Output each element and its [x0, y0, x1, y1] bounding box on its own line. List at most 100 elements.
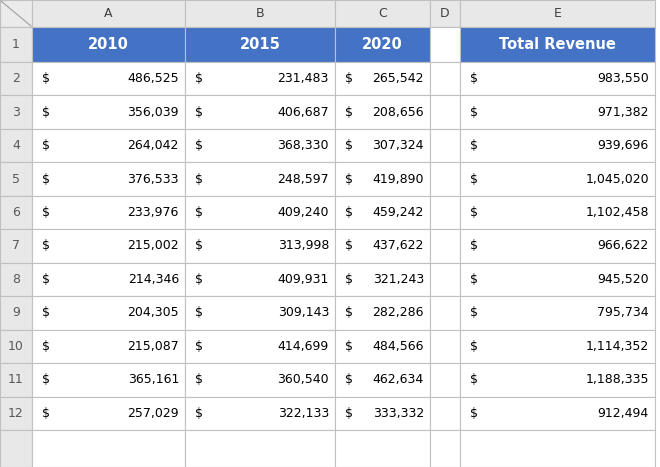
Bar	[460, 296, 655, 330]
Bar	[32, 27, 185, 62]
Bar	[460, 0, 655, 27]
Bar	[430, 229, 460, 263]
Bar	[460, 129, 655, 163]
Bar	[335, 0, 430, 27]
Text: 12: 12	[8, 407, 24, 420]
Text: 459,242: 459,242	[373, 206, 424, 219]
Bar	[32, 0, 185, 27]
Bar	[185, 0, 335, 27]
Text: $: $	[345, 72, 353, 85]
Text: $: $	[470, 139, 478, 152]
Text: $: $	[470, 173, 478, 185]
Text: 409,240: 409,240	[277, 206, 329, 219]
Bar	[0, 62, 32, 95]
Text: $: $	[345, 340, 353, 353]
Bar	[460, 430, 655, 467]
Bar	[32, 263, 185, 296]
Text: $: $	[195, 407, 203, 420]
Text: 966,622: 966,622	[598, 240, 649, 253]
Text: 282,286: 282,286	[372, 306, 424, 319]
Bar	[335, 263, 430, 296]
Text: 321,243: 321,243	[373, 273, 424, 286]
Bar	[430, 0, 460, 27]
Bar	[430, 27, 460, 62]
Text: 437,622: 437,622	[373, 240, 424, 253]
Text: $: $	[345, 273, 353, 286]
Text: 360,540: 360,540	[277, 373, 329, 386]
Text: $: $	[195, 340, 203, 353]
Text: 9: 9	[12, 306, 20, 319]
Bar	[430, 296, 460, 330]
Text: $: $	[195, 306, 203, 319]
Bar	[185, 263, 335, 296]
Text: $: $	[470, 240, 478, 253]
Text: 2: 2	[12, 72, 20, 85]
Text: $: $	[42, 273, 50, 286]
Bar	[32, 396, 185, 430]
Text: $: $	[345, 206, 353, 219]
Text: 5: 5	[12, 173, 20, 185]
Bar	[335, 296, 430, 330]
Text: $: $	[195, 139, 203, 152]
Text: A: A	[104, 7, 113, 20]
Text: 307,324: 307,324	[372, 139, 424, 152]
Text: $: $	[345, 407, 353, 420]
Bar	[430, 363, 460, 396]
Bar	[460, 196, 655, 229]
Text: 265,542: 265,542	[372, 72, 424, 85]
Bar	[185, 95, 335, 129]
Text: 6: 6	[12, 206, 20, 219]
Bar	[185, 129, 335, 163]
Text: $: $	[42, 139, 50, 152]
Text: 309,143: 309,143	[278, 306, 329, 319]
Bar	[185, 196, 335, 229]
Text: $: $	[42, 72, 50, 85]
Text: $: $	[195, 173, 203, 185]
Text: 945,520: 945,520	[597, 273, 649, 286]
Bar	[32, 296, 185, 330]
Text: 409,931: 409,931	[278, 273, 329, 286]
Text: $: $	[195, 106, 203, 119]
Bar	[32, 330, 185, 363]
Text: 971,382: 971,382	[597, 106, 649, 119]
Bar	[430, 95, 460, 129]
Text: C: C	[378, 7, 387, 20]
Bar	[430, 430, 460, 467]
Bar	[335, 129, 430, 163]
Bar	[32, 95, 185, 129]
Bar	[185, 296, 335, 330]
Bar	[335, 363, 430, 396]
Bar	[32, 229, 185, 263]
Text: $: $	[470, 106, 478, 119]
Bar	[430, 163, 460, 196]
Text: $: $	[345, 306, 353, 319]
Bar	[32, 196, 185, 229]
Bar	[430, 62, 460, 95]
Bar	[185, 163, 335, 196]
Text: 208,656: 208,656	[372, 106, 424, 119]
Bar	[185, 229, 335, 263]
Bar	[185, 396, 335, 430]
Text: D: D	[440, 7, 450, 20]
Bar	[460, 62, 655, 95]
Bar	[335, 396, 430, 430]
Text: $: $	[195, 373, 203, 386]
Text: $: $	[42, 206, 50, 219]
Bar	[335, 229, 430, 263]
Bar	[430, 129, 460, 163]
Text: $: $	[42, 306, 50, 319]
Text: $: $	[470, 373, 478, 386]
Bar	[460, 95, 655, 129]
Bar	[460, 163, 655, 196]
Text: $: $	[42, 407, 50, 420]
Bar	[430, 330, 460, 363]
Text: 231,483: 231,483	[278, 72, 329, 85]
Text: 2010: 2010	[88, 37, 129, 52]
Bar	[185, 430, 335, 467]
Text: 1,114,352: 1,114,352	[586, 340, 649, 353]
Text: $: $	[195, 206, 203, 219]
Text: $: $	[42, 373, 50, 386]
Text: 204,305: 204,305	[127, 306, 179, 319]
Text: 264,042: 264,042	[127, 139, 179, 152]
Text: 248,597: 248,597	[277, 173, 329, 185]
